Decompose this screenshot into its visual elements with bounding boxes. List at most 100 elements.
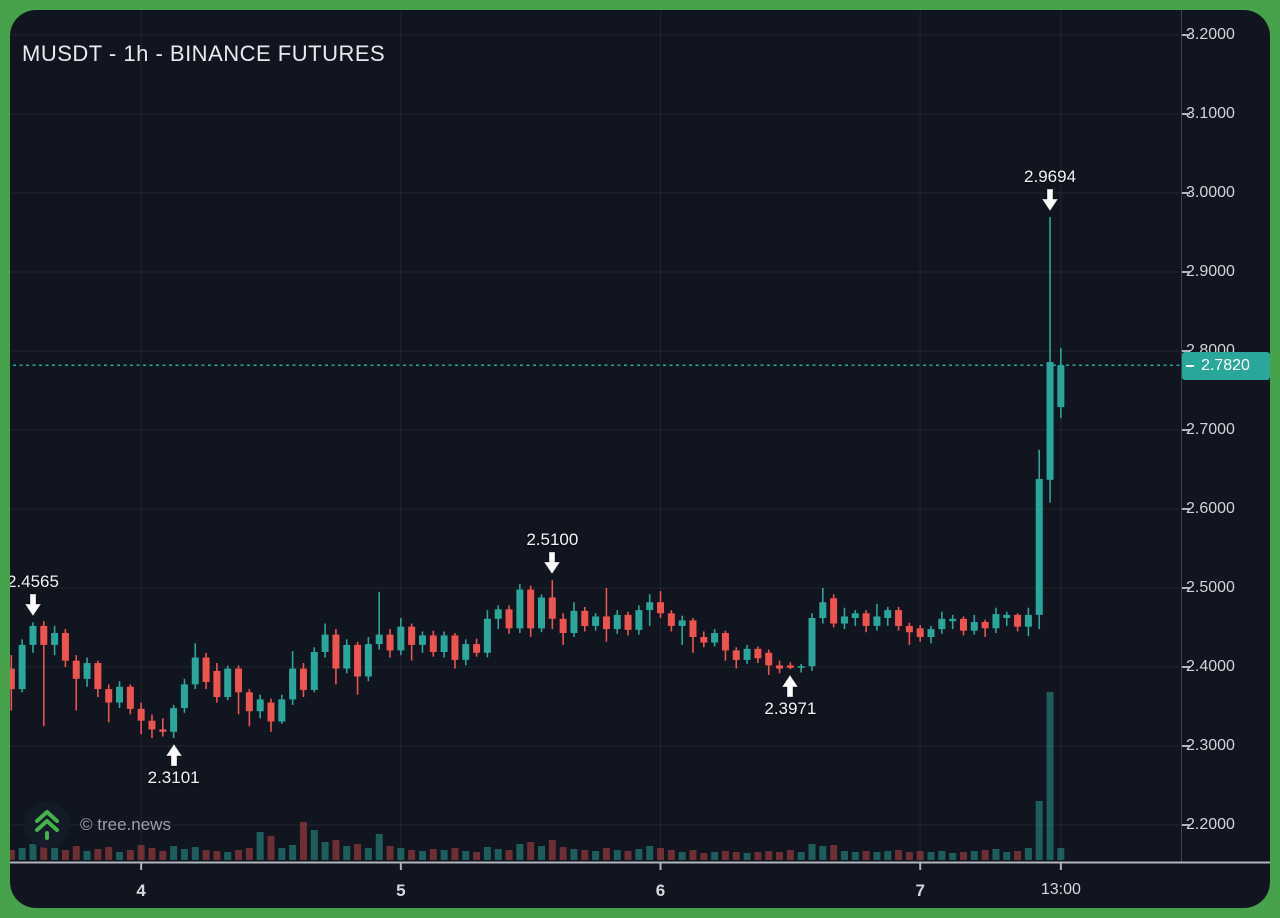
- candle: [884, 610, 892, 619]
- volume-bar: [1046, 692, 1054, 860]
- candle: [494, 609, 502, 619]
- candle: [840, 616, 848, 624]
- candle: [72, 660, 80, 679]
- candle: [462, 644, 470, 660]
- candle: [180, 684, 188, 709]
- volume-bar: [527, 842, 535, 860]
- volume-bar: [992, 849, 1000, 860]
- volume-bar: [959, 852, 967, 860]
- annotation-price-text: 2.3971: [764, 699, 817, 719]
- candle: [916, 628, 924, 637]
- chart-panel: © tree.news MUSDT - 1h - BINANCE FUTURES…: [10, 10, 1270, 908]
- volume-bar: [938, 851, 946, 860]
- candle: [332, 634, 340, 669]
- candle: [505, 609, 513, 629]
- candle: [386, 634, 394, 651]
- candle: [343, 644, 351, 669]
- volume-bar: [473, 852, 481, 860]
- candle: [429, 635, 437, 652]
- candle: [51, 633, 59, 645]
- candle: [970, 621, 978, 631]
- y-axis-label: 2.5000: [1186, 579, 1235, 596]
- candle: [754, 648, 762, 659]
- price-tick-dash: [1186, 365, 1194, 367]
- current-price-label: 2.7820: [1182, 352, 1270, 380]
- volume-bar: [418, 851, 426, 860]
- volume-bar: [1035, 801, 1043, 860]
- candle: [256, 699, 264, 712]
- candle: [451, 635, 459, 660]
- volume-bar: [18, 848, 26, 860]
- volume-bar: [1024, 848, 1032, 860]
- candle: [10, 668, 15, 690]
- candle: [375, 634, 383, 645]
- volume-bar: [72, 846, 80, 860]
- y-axis-label: 3.0000: [1186, 184, 1235, 201]
- volume-bar: [711, 852, 719, 860]
- volume-bar: [905, 852, 913, 860]
- candle: [895, 610, 903, 626]
- volume-bar: [970, 851, 978, 860]
- volume-bar: [624, 851, 632, 860]
- candle: [851, 613, 859, 619]
- volume-bar: [646, 846, 654, 860]
- y-axis-label: 3.1000: [1186, 105, 1235, 122]
- volume-bar: [483, 847, 491, 860]
- volume-bar: [10, 850, 15, 860]
- candle: [310, 651, 318, 690]
- volume-bar: [570, 849, 578, 860]
- volume-bar: [667, 850, 675, 860]
- price-annotation: 2.5100: [526, 530, 578, 576]
- candle: [808, 618, 816, 667]
- candle: [743, 648, 751, 660]
- volume-bar: [61, 850, 69, 860]
- candle: [289, 668, 297, 700]
- candle: [1057, 365, 1065, 408]
- volume-bar: [884, 851, 892, 860]
- volume-bar: [916, 851, 924, 860]
- volume-bar: [289, 845, 297, 860]
- candle: [819, 602, 827, 619]
- annotation-price-text: 2.3101: [147, 768, 200, 788]
- candle: [354, 644, 362, 677]
- candle: [267, 702, 275, 722]
- volume-bar: [743, 853, 751, 860]
- candle: [635, 610, 643, 630]
- arrow-down-icon: [24, 594, 42, 617]
- candle: [646, 602, 654, 611]
- candle: [700, 636, 708, 643]
- volume-bar: [451, 848, 459, 860]
- x-axis-label: 5: [396, 881, 406, 900]
- volume-bar: [202, 850, 210, 860]
- price-annotation: 2.3101: [148, 742, 200, 788]
- volume-bar: [170, 846, 178, 860]
- candle: [364, 644, 372, 677]
- volume-bar: [343, 846, 351, 860]
- x-axis-label: 13:00: [1040, 881, 1081, 898]
- volume-bar: [126, 850, 134, 860]
- volume-bar: [462, 851, 470, 860]
- volume-bar: [494, 849, 502, 860]
- candle: [1014, 614, 1022, 627]
- volume-bar: [700, 853, 708, 860]
- candle: [321, 634, 329, 652]
- candle: [137, 708, 145, 721]
- volume-bar: [808, 844, 816, 860]
- volume-bar: [105, 847, 113, 860]
- price-annotation: 2.9694: [1024, 167, 1076, 213]
- volume-bar: [862, 851, 870, 860]
- candle: [278, 699, 286, 722]
- volume-bar: [678, 852, 686, 860]
- candle: [830, 598, 838, 624]
- chart-canvas[interactable]: [10, 10, 1270, 908]
- volume-bar: [559, 847, 567, 860]
- candle: [213, 670, 221, 698]
- candle: [116, 686, 124, 703]
- candle: [170, 708, 178, 732]
- volume-bar: [765, 851, 773, 860]
- volume-bar: [689, 850, 697, 860]
- volume-bar: [429, 849, 437, 860]
- volume-bar: [538, 846, 545, 860]
- volume-bar: [83, 851, 91, 860]
- candle: [992, 614, 1000, 629]
